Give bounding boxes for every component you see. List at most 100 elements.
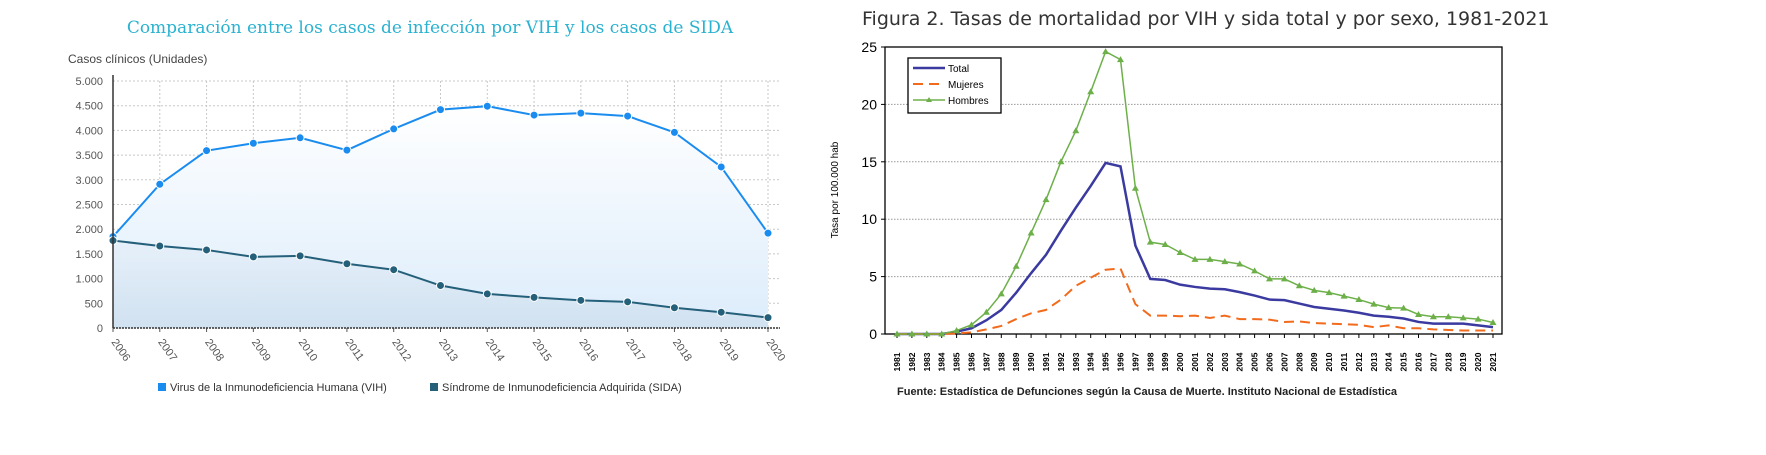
x-tick-label: 1993 xyxy=(1071,352,1081,371)
x-tick-label: 2008 xyxy=(202,337,226,364)
x-tick-label: 2014 xyxy=(1384,352,1394,371)
x-tick-label: 2007 xyxy=(1279,352,1289,371)
data-point xyxy=(482,101,492,111)
data-point-triangle xyxy=(1444,313,1452,320)
x-tick-label: 2020 xyxy=(1473,352,1483,371)
data-point-triangle xyxy=(1146,238,1154,245)
x-tick-label: 1987 xyxy=(981,352,991,371)
data-point xyxy=(482,289,492,299)
x-tick-label: 1995 xyxy=(1101,352,1111,371)
x-tick-label: 2004 xyxy=(1235,352,1245,371)
x-tick-label: 2009 xyxy=(1309,352,1319,371)
y-tick-label: 2.500 xyxy=(75,200,103,212)
x-tick-label: 2005 xyxy=(1250,352,1260,371)
data-point-triangle xyxy=(1012,262,1020,269)
data-point-triangle xyxy=(1266,275,1273,282)
y-tick-label: 25 xyxy=(861,39,877,55)
left-y-axis-label: Casos clínicos (Unidades) xyxy=(68,52,208,66)
x-tick-label: 2010 xyxy=(1324,352,1334,371)
x-tick-label: 2013 xyxy=(1369,352,1379,371)
data-point-triangle xyxy=(1489,319,1497,326)
x-tick-label: 2003 xyxy=(1220,352,1230,371)
x-tick-label: 1988 xyxy=(996,352,1006,371)
y-tick-label: 15 xyxy=(861,154,877,170)
x-tick-label: 1997 xyxy=(1130,352,1140,371)
y-tick-label: 2.000 xyxy=(75,224,103,236)
x-tick-label: 2009 xyxy=(249,337,273,364)
data-point xyxy=(248,138,258,148)
x-tick-label: 2011 xyxy=(342,337,365,363)
x-tick-label: 1991 xyxy=(1041,352,1051,371)
y-tick-label: 5 xyxy=(869,269,877,285)
x-tick-label: 2014 xyxy=(483,337,507,364)
x-tick-label: 2012 xyxy=(1354,352,1364,371)
data-point xyxy=(436,281,445,291)
data-point xyxy=(342,259,352,269)
data-point-triangle xyxy=(1072,127,1080,134)
x-tick-label: 2011 xyxy=(1339,353,1349,372)
y-tick-label: 4.500 xyxy=(75,101,103,113)
data-point-triangle xyxy=(968,321,975,328)
x-tick-label: 1994 xyxy=(1086,352,1096,371)
legend-label: Síndrome de Inmunodeficiencia Adquirida … xyxy=(442,382,682,394)
data-point xyxy=(623,111,633,121)
x-tick-label: 2015 xyxy=(530,337,554,364)
x-tick-label: 2013 xyxy=(436,337,460,364)
data-point-triangle xyxy=(1251,267,1259,274)
data-point xyxy=(436,105,445,115)
x-tick-label: 2018 xyxy=(1443,352,1453,371)
y-tick-label: 5.000 xyxy=(75,76,103,88)
x-tick-label: 2006 xyxy=(1265,352,1275,371)
data-point xyxy=(342,145,352,155)
data-point-triangle xyxy=(1117,56,1124,63)
x-tick-label: 1999 xyxy=(1160,352,1170,371)
data-point xyxy=(202,146,212,156)
y-tick-label: 500 xyxy=(85,298,103,310)
data-point-triangle xyxy=(1310,286,1318,293)
x-tick-label: 2017 xyxy=(1428,352,1438,371)
x-tick-label: 1989 xyxy=(1011,352,1021,371)
y-tick-label: 0 xyxy=(97,323,103,335)
data-point xyxy=(529,110,539,120)
data-point xyxy=(716,162,726,172)
data-point-triangle xyxy=(1027,229,1035,236)
data-point xyxy=(669,303,679,313)
y-tick-label: 10 xyxy=(861,211,877,227)
x-tick-label: 1986 xyxy=(967,352,977,371)
data-point xyxy=(155,179,165,189)
right-source-note: Fuente: Estadística de Defunciones según… xyxy=(897,386,1398,398)
legend-label: Virus de la Inmunodeficiencia Humana (VI… xyxy=(170,382,387,394)
x-tick-label: 1982 xyxy=(907,352,917,371)
plot-frame xyxy=(884,46,1503,335)
right-chart-title: Figura 2. Tasas de mortalidad por VIH y … xyxy=(862,8,1550,30)
data-point xyxy=(529,292,539,302)
data-point xyxy=(576,295,586,305)
data-point xyxy=(248,252,258,262)
x-tick-label: 2008 xyxy=(1294,352,1304,371)
x-tick-label: 1984 xyxy=(937,352,947,371)
data-point xyxy=(389,265,399,275)
x-tick-label: 2012 xyxy=(389,337,413,364)
y-tick-label: 3.000 xyxy=(75,175,103,187)
x-tick-label: 1998 xyxy=(1145,352,1155,371)
data-point-triangle xyxy=(1459,314,1467,321)
x-tick-label: 1981 xyxy=(892,352,902,371)
legend-triangle-icon xyxy=(926,97,932,102)
data-point xyxy=(295,251,305,261)
y-tick-label: 4.000 xyxy=(75,125,103,137)
x-tick-label: 1985 xyxy=(952,352,962,371)
x-tick-label: 2001 xyxy=(1190,352,1200,371)
data-point-triangle xyxy=(1057,158,1065,165)
legend-swatch xyxy=(158,383,166,391)
x-tick-label: 2000 xyxy=(1175,352,1185,371)
x-tick-label: 2002 xyxy=(1205,352,1215,371)
data-point-triangle xyxy=(1236,260,1244,267)
x-tick-label: 2021 xyxy=(1488,352,1498,371)
data-point-triangle xyxy=(1474,315,1482,322)
x-tick-label: 2018 xyxy=(670,337,694,364)
data-point-triangle xyxy=(1161,240,1169,247)
data-point-triangle xyxy=(1295,282,1303,289)
x-tick-label: 1990 xyxy=(1026,352,1036,371)
data-point-triangle xyxy=(1176,248,1184,255)
